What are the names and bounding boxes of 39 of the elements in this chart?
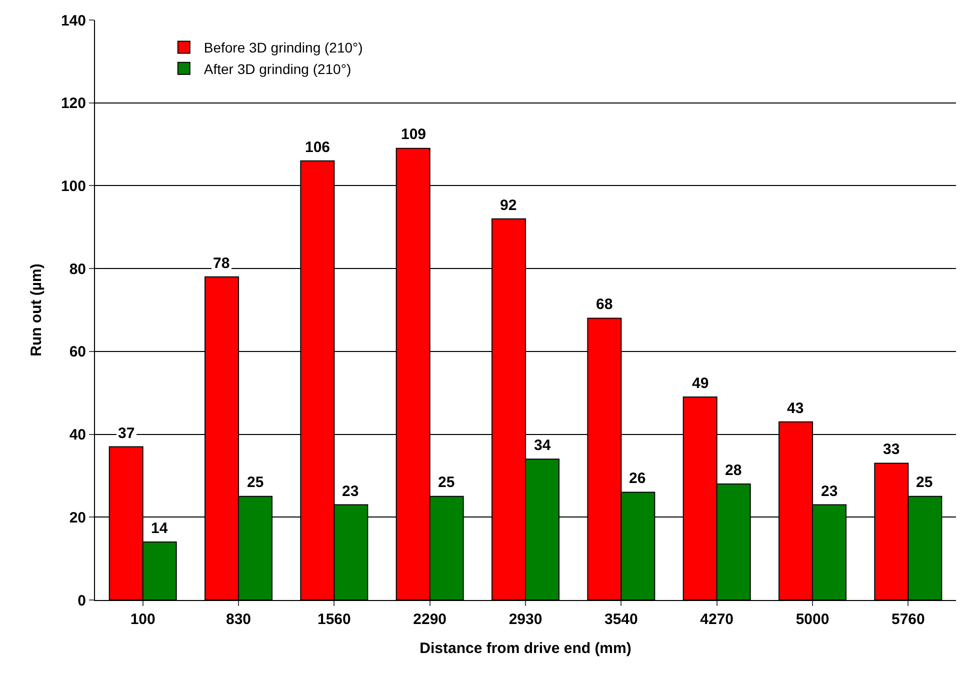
- x-tick-label: 3540: [604, 611, 638, 628]
- data-label: 23: [342, 483, 359, 500]
- data-label: 26: [629, 470, 646, 487]
- data-label: 37: [118, 425, 135, 442]
- data-label: 34: [534, 437, 552, 454]
- y-tick-label: 80: [69, 260, 86, 278]
- x-tick-label: 4270: [700, 611, 734, 628]
- data-label: 14: [151, 520, 168, 537]
- data-label: 43: [787, 400, 804, 417]
- data-label: 106: [305, 139, 330, 156]
- data-label: 25: [916, 474, 933, 491]
- data-label: 28: [725, 462, 742, 479]
- y-tick-label: 60: [69, 344, 86, 361]
- x-tick-label: 2290: [413, 611, 447, 628]
- data-label: 25: [247, 474, 264, 491]
- data-label: 78: [213, 255, 230, 272]
- data-label: 49: [692, 375, 709, 392]
- x-tick-label: 1560: [317, 611, 351, 628]
- y-tick-label: 40: [69, 426, 86, 444]
- y-tick-label: 120: [60, 95, 86, 112]
- x-tick-label: 5000: [796, 611, 830, 628]
- data-label: 23: [821, 483, 838, 500]
- data-label: 33: [883, 441, 900, 458]
- y-tick-label: 140: [60, 12, 86, 30]
- x-tick-label: 100: [130, 611, 156, 628]
- data-label: 109: [401, 126, 426, 143]
- legend-label: Before 3D grinding (210°): [204, 40, 363, 56]
- y-tick-label: 0: [78, 592, 86, 610]
- data-label: 92: [500, 197, 517, 214]
- x-tick-label: 5760: [891, 611, 925, 628]
- y-tick-label: 20: [69, 509, 86, 526]
- y-axis-title: Run out (µm): [28, 264, 46, 356]
- data-label: 25: [438, 474, 455, 491]
- y-tick-label: 100: [60, 178, 86, 195]
- x-tick-label: 830: [226, 611, 252, 628]
- x-axis-title: Distance from drive end (mm): [420, 640, 632, 657]
- x-tick-label: 2930: [508, 611, 542, 628]
- legend-label: After 3D grinding (210°): [204, 60, 352, 77]
- data-label: 68: [596, 296, 613, 313]
